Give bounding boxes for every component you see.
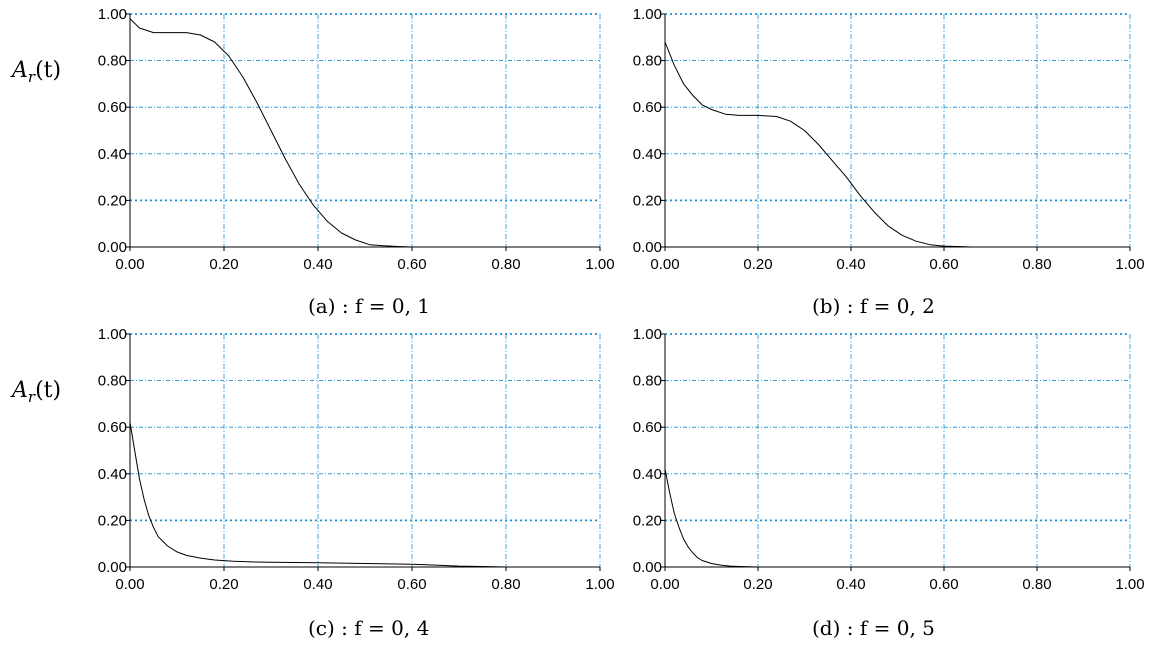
series-line — [129, 422, 600, 568]
x-tick-label: 0.40 — [836, 576, 865, 593]
y-tick-label: 0.60 — [633, 419, 662, 436]
y-tick-label: 0.00 — [98, 239, 127, 256]
x-tick-label: 0.60 — [397, 576, 426, 593]
x-tick-label: 0.20 — [209, 256, 238, 273]
x-tick-label: 0.60 — [929, 576, 958, 593]
y-label-main: A — [12, 58, 28, 83]
x-tick-label: 0.20 — [209, 576, 238, 593]
x-tick-label: 0.40 — [836, 256, 865, 273]
y-tick-label: 0.80 — [98, 53, 127, 70]
y-tick-label: 1.00 — [98, 6, 127, 23]
y-tick-label: 0.40 — [633, 146, 662, 163]
chart-panel-a: 0.00 0.20 0.40 0.60 0.80 1.00 0.00 0.20 0.40 0.60… — [98, 6, 615, 273]
x-tick-label: 0.00 — [115, 576, 144, 593]
x-tick-label: 0.00 — [650, 256, 679, 273]
y-tick-label: 0.40 — [633, 466, 662, 483]
y-tick-label: 0.40 — [98, 466, 127, 483]
y-tick-label: 1.00 — [633, 6, 662, 23]
x-tick-label: 0.00 — [650, 576, 679, 593]
x-tick-label: 0.60 — [929, 256, 958, 273]
y-label-rest: (t) — [35, 378, 62, 403]
x-tick-label: 1.00 — [585, 256, 614, 273]
y-tick-label: 0.80 — [98, 373, 127, 390]
x-tick-label: 0.20 — [743, 576, 772, 593]
y-label-sub: r — [27, 68, 36, 86]
y-tick-label: 0.80 — [633, 373, 662, 390]
y-tick-label: 1.00 — [98, 326, 127, 343]
y-tick-label: 0.20 — [98, 192, 127, 209]
y-tick-label: 0.00 — [633, 239, 662, 256]
y-tick-label: 0.00 — [98, 559, 127, 576]
x-tick-label: 1.00 — [1115, 576, 1144, 593]
x-tick-label: 1.00 — [1115, 256, 1144, 273]
caption-d: (d) : f = 0, 5 — [812, 616, 935, 640]
y-tick-label: 0.40 — [98, 146, 127, 163]
x-tick-label: 0.80 — [1022, 256, 1051, 273]
series-line — [664, 41, 1130, 248]
y-tick-label: 0.60 — [98, 99, 127, 116]
y-axis-label-top: Ar(t) — [12, 58, 61, 86]
chart-panel-c: 0.00 0.20 0.40 0.60 0.80 1.00 0.00 0.20 0.40 0.60… — [98, 326, 615, 593]
caption-c: (c) : f = 0, 4 — [308, 616, 430, 640]
x-tick-label: 0.80 — [1022, 576, 1051, 593]
x-tick-label: 0.00 — [115, 256, 144, 273]
caption-a: (a) : f = 0, 1 — [308, 294, 431, 318]
x-tick-label: 0.40 — [303, 256, 332, 273]
y-axis-label-bottom: Ar(t) — [12, 378, 61, 406]
y-tick-label: 0.80 — [633, 53, 662, 70]
y-tick-label: 0.60 — [633, 99, 662, 116]
x-tick-label: 1.00 — [585, 576, 614, 593]
chart-panel-d: 0.00 0.20 0.40 0.60 0.80 1.00 0.00 0.20 0.40 0.60… — [633, 326, 1145, 593]
x-tick-label: 0.80 — [491, 256, 520, 273]
y-tick-label: 0.20 — [98, 512, 127, 529]
x-tick-label: 0.60 — [397, 256, 426, 273]
y-tick-label: 0.60 — [98, 419, 127, 436]
x-tick-label: 0.80 — [491, 576, 520, 593]
y-label-main: A — [12, 378, 28, 403]
series-line — [129, 18, 600, 248]
x-tick-label: 0.20 — [743, 256, 772, 273]
chart-panel-b: 0.00 0.20 0.40 0.60 0.80 1.00 0.00 0.20 0.40 0.60… — [633, 6, 1145, 273]
x-tick-label: 0.40 — [303, 576, 332, 593]
y-tick-label: 1.00 — [633, 326, 662, 343]
y-label-rest: (t) — [35, 58, 62, 83]
y-tick-label: 0.20 — [633, 192, 662, 209]
y-tick-label: 0.00 — [633, 559, 662, 576]
y-label-sub: r — [27, 388, 36, 406]
y-tick-label: 0.20 — [633, 512, 662, 529]
series-line — [664, 469, 1130, 568]
caption-b: (b) : f = 0, 2 — [812, 294, 935, 318]
